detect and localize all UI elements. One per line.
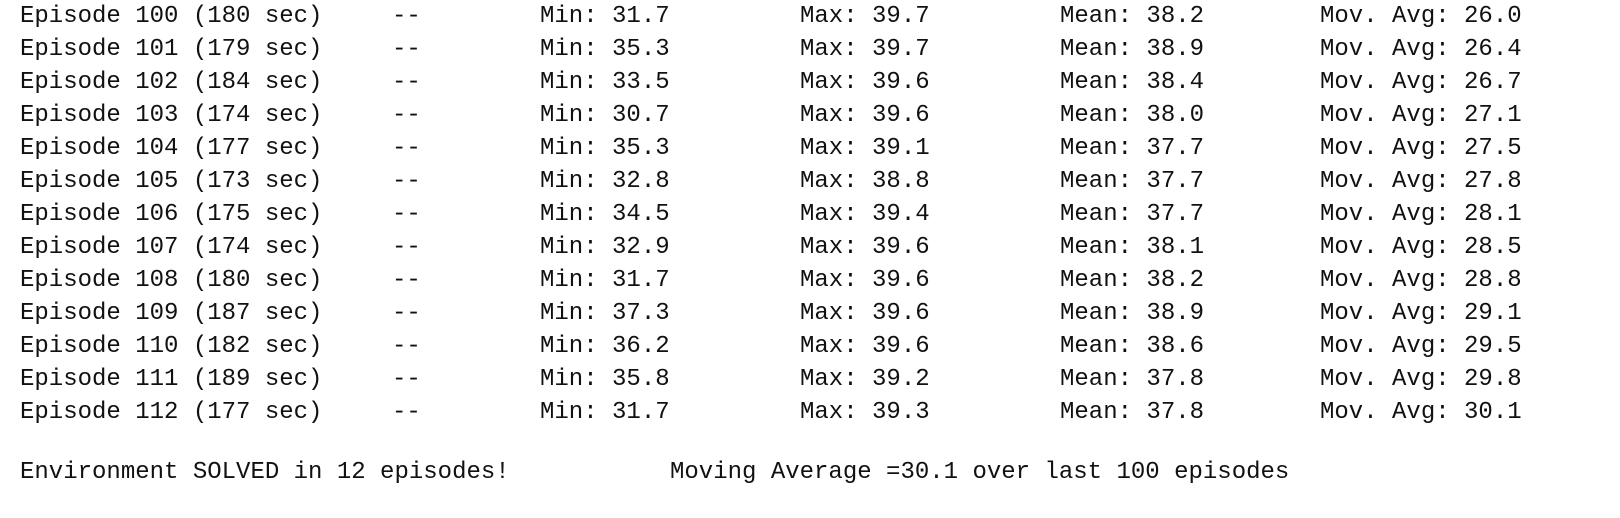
min-value: Min: 36.2 xyxy=(540,333,670,360)
moving-average-value: Mov. Avg: 26.0 xyxy=(1320,3,1522,30)
min-value: Min: 31.7 xyxy=(540,3,670,30)
episode-label: Episode 108 (180 sec) xyxy=(20,267,323,294)
moving-average-value: Mov. Avg: 30.1 xyxy=(1320,399,1522,426)
separator: -- xyxy=(392,366,421,393)
max-value: Max: 39.6 xyxy=(800,102,930,129)
moving-average-value: Mov. Avg: 29.5 xyxy=(1320,333,1522,360)
moving-average-value: Mov. Avg: 26.4 xyxy=(1320,36,1522,63)
min-value: Min: 32.8 xyxy=(540,168,670,195)
episode-label: Episode 110 (182 sec) xyxy=(20,333,323,360)
max-value: Max: 39.4 xyxy=(800,201,930,228)
moving-average-message: Moving Average =30.1 over last 100 episo… xyxy=(670,459,1290,486)
min-value: Min: 34.5 xyxy=(540,201,670,228)
log-row: Episode 111 (189 sec) -- Min: 35.8 Max: 39.… xyxy=(0,363,1620,396)
max-value: Max: 39.6 xyxy=(800,300,930,327)
log-row: Episode 101 (179 sec) -- Min: 35.3 Max: 39.… xyxy=(0,33,1620,66)
mean-value: Mean: 38.0 xyxy=(1060,102,1205,129)
mean-value: Mean: 38.6 xyxy=(1060,333,1205,360)
mean-value: Mean: 38.1 xyxy=(1060,234,1205,261)
moving-average-value: Mov. Avg: 29.8 xyxy=(1320,366,1522,393)
separator: -- xyxy=(392,168,421,195)
separator: -- xyxy=(392,69,421,96)
log-row: Episode 108 (180 sec) -- Min: 31.7 Max: 39.… xyxy=(0,264,1620,297)
moving-average-value: Mov. Avg: 27.8 xyxy=(1320,168,1522,195)
separator: -- xyxy=(392,135,421,162)
max-value: Max: 39.1 xyxy=(800,135,930,162)
max-value: Max: 38.8 xyxy=(800,168,930,195)
max-value: Max: 39.6 xyxy=(800,69,930,96)
separator: -- xyxy=(392,267,421,294)
mean-value: Mean: 37.8 xyxy=(1060,399,1205,426)
log-row: Episode 110 (182 sec) -- Min: 36.2 Max: 39.… xyxy=(0,330,1620,363)
episode-log-list: Episode 100 (180 sec) -- Min: 31.7 Max: 39.… xyxy=(0,0,1620,429)
mean-value: Mean: 37.7 xyxy=(1060,135,1205,162)
episode-label: Episode 107 (174 sec) xyxy=(20,234,323,261)
separator: -- xyxy=(392,234,421,261)
episode-label: Episode 111 (189 sec) xyxy=(20,366,323,393)
log-row: Episode 112 (177 sec) -- Min: 31.7 Max: 39.… xyxy=(0,396,1620,429)
mean-value: Mean: 38.2 xyxy=(1060,267,1205,294)
summary-line: Environment SOLVED in 12 episodes! Movin… xyxy=(0,456,1620,489)
episode-label: Episode 106 (175 sec) xyxy=(20,201,323,228)
moving-average-value: Mov. Avg: 28.8 xyxy=(1320,267,1522,294)
min-value: Min: 35.3 xyxy=(540,135,670,162)
moving-average-value: Mov. Avg: 26.7 xyxy=(1320,69,1522,96)
separator: -- xyxy=(392,333,421,360)
mean-value: Mean: 38.9 xyxy=(1060,36,1205,63)
min-value: Min: 33.5 xyxy=(540,69,670,96)
moving-average-value: Mov. Avg: 27.1 xyxy=(1320,102,1522,129)
min-value: Min: 35.3 xyxy=(540,36,670,63)
min-value: Min: 31.7 xyxy=(540,399,670,426)
mean-value: Mean: 38.4 xyxy=(1060,69,1205,96)
max-value: Max: 39.7 xyxy=(800,36,930,63)
max-value: Max: 39.6 xyxy=(800,234,930,261)
max-value: Max: 39.7 xyxy=(800,3,930,30)
moving-average-value: Mov. Avg: 27.5 xyxy=(1320,135,1522,162)
episode-label: Episode 112 (177 sec) xyxy=(20,399,323,426)
episode-label: Episode 100 (180 sec) xyxy=(20,3,323,30)
log-row: Episode 106 (175 sec) -- Min: 34.5 Max: 39.… xyxy=(0,198,1620,231)
mean-value: Mean: 37.7 xyxy=(1060,168,1205,195)
min-value: Min: 35.8 xyxy=(540,366,670,393)
moving-average-value: Mov. Avg: 29.1 xyxy=(1320,300,1522,327)
mean-value: Mean: 38.9 xyxy=(1060,300,1205,327)
solved-message: Environment SOLVED in 12 episodes! xyxy=(20,459,510,486)
log-row: Episode 104 (177 sec) -- Min: 35.3 Max: 39.… xyxy=(0,132,1620,165)
episode-label: Episode 104 (177 sec) xyxy=(20,135,323,162)
separator: -- xyxy=(392,399,421,426)
mean-value: Mean: 37.8 xyxy=(1060,366,1205,393)
max-value: Max: 39.6 xyxy=(800,267,930,294)
log-row: Episode 100 (180 sec) -- Min: 31.7 Max: 39.… xyxy=(0,0,1620,33)
log-row: Episode 102 (184 sec) -- Min: 33.5 Max: 39.… xyxy=(0,66,1620,99)
separator: -- xyxy=(392,3,421,30)
min-value: Min: 31.7 xyxy=(540,267,670,294)
separator: -- xyxy=(392,300,421,327)
episode-label: Episode 101 (179 sec) xyxy=(20,36,323,63)
max-value: Max: 39.2 xyxy=(800,366,930,393)
log-row: Episode 103 (174 sec) -- Min: 30.7 Max: 39.… xyxy=(0,99,1620,132)
separator: -- xyxy=(392,102,421,129)
max-value: Max: 39.6 xyxy=(800,333,930,360)
episode-label: Episode 102 (184 sec) xyxy=(20,69,323,96)
separator: -- xyxy=(392,201,421,228)
episode-label: Episode 103 (174 sec) xyxy=(20,102,323,129)
episode-label: Episode 109 (187 sec) xyxy=(20,300,323,327)
moving-average-value: Mov. Avg: 28.1 xyxy=(1320,201,1522,228)
log-row: Episode 107 (174 sec) -- Min: 32.9 Max: 39.… xyxy=(0,231,1620,264)
moving-average-value: Mov. Avg: 28.5 xyxy=(1320,234,1522,261)
min-value: Min: 32.9 xyxy=(540,234,670,261)
log-row: Episode 109 (187 sec) -- Min: 37.3 Max: 39.… xyxy=(0,297,1620,330)
min-value: Min: 37.3 xyxy=(540,300,670,327)
min-value: Min: 30.7 xyxy=(540,102,670,129)
mean-value: Mean: 37.7 xyxy=(1060,201,1205,228)
mean-value: Mean: 38.2 xyxy=(1060,3,1205,30)
log-row: Episode 105 (173 sec) -- Min: 32.8 Max: 38.… xyxy=(0,165,1620,198)
max-value: Max: 39.3 xyxy=(800,399,930,426)
episode-label: Episode 105 (173 sec) xyxy=(20,168,323,195)
separator: -- xyxy=(392,36,421,63)
